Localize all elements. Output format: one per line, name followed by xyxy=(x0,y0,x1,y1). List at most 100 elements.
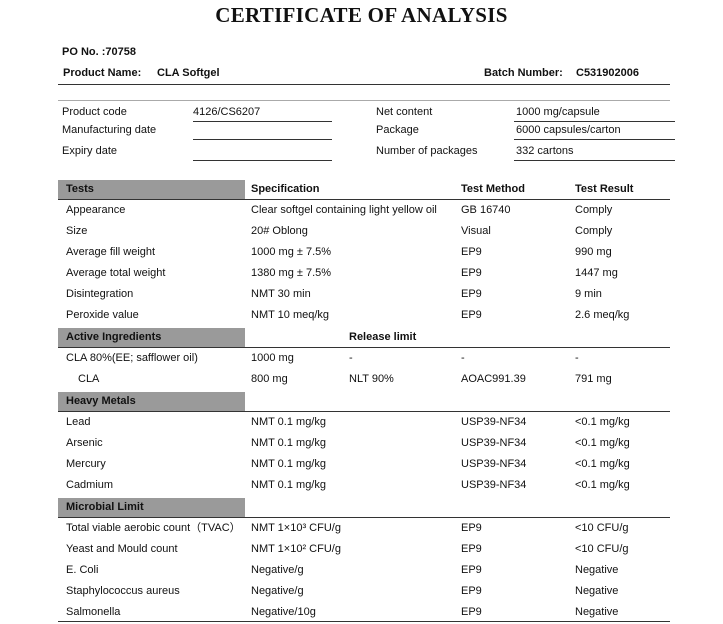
rule xyxy=(58,84,670,85)
cell: NLT 90% xyxy=(349,373,394,385)
cell: Visual xyxy=(461,225,491,237)
section-band xyxy=(58,180,245,199)
cell: USP39-NF34 xyxy=(461,479,527,491)
row-label: Peroxide value xyxy=(66,309,139,321)
cell: - xyxy=(349,352,353,364)
row-label: Average total weight xyxy=(66,267,166,279)
section-title: Heavy Metals xyxy=(66,395,136,407)
cell: Negative xyxy=(575,564,619,576)
cell: GB 16740 xyxy=(461,204,511,216)
row-label: E. Coli xyxy=(66,564,99,576)
row-label: Average fill weight xyxy=(66,246,156,258)
cell: Negative/10g xyxy=(251,606,316,618)
section-band xyxy=(58,498,245,517)
cell: NMT 0.1 mg/kg xyxy=(251,458,326,470)
cell: EP9 xyxy=(461,309,482,321)
column-header: Test Method xyxy=(461,183,525,195)
cell: 1380 mg ± 7.5% xyxy=(251,267,332,279)
cell: <10 CFU/g xyxy=(575,522,629,534)
section-band xyxy=(58,328,245,347)
cell: USP39-NF34 xyxy=(461,416,527,428)
cell: 800 mg xyxy=(251,373,288,385)
cell: NMT 1×10² CFU/g xyxy=(251,543,341,555)
title: CERTIFICATE OF ANALYSIS xyxy=(215,3,508,27)
underline xyxy=(514,121,675,122)
cell: EP9 xyxy=(461,606,482,618)
row-label: Appearance xyxy=(66,204,126,216)
cell: EP9 xyxy=(461,288,482,300)
po-number: PO No. :70758 xyxy=(62,46,136,58)
info-label: Manufacturing date xyxy=(62,124,157,136)
cell: Clear softgel containing light yellow oi… xyxy=(251,204,437,216)
info-label: Package xyxy=(376,124,419,136)
section-band xyxy=(58,392,245,411)
column-header: Specification xyxy=(251,183,320,195)
rule xyxy=(58,199,670,200)
rule xyxy=(58,517,670,518)
info-label: Product code xyxy=(62,106,127,118)
cell: <10 CFU/g xyxy=(575,543,629,555)
underline xyxy=(193,121,332,122)
cell: Comply xyxy=(575,204,613,216)
column-header: Release limit xyxy=(349,331,417,343)
cell: Negative xyxy=(575,606,619,618)
cell: USP39-NF34 xyxy=(461,437,527,449)
underline xyxy=(514,139,675,140)
product-name-label: Product Name: xyxy=(63,67,142,79)
cell: NMT 30 min xyxy=(251,288,311,300)
cell: <0.1 mg/kg xyxy=(575,416,630,428)
rule xyxy=(58,621,670,622)
underline xyxy=(193,160,332,161)
cell: 1447 mg xyxy=(575,267,618,279)
cell: NMT 0.1 mg/kg xyxy=(251,479,326,491)
row-label: Cadmium xyxy=(66,479,114,491)
section-title: Microbial Limit xyxy=(66,501,144,513)
batch-number: C531902006 xyxy=(576,67,640,79)
rule xyxy=(58,347,670,348)
cell: Negative xyxy=(575,585,619,597)
product-name: CLA Softgel xyxy=(157,67,220,79)
cell: 9 min xyxy=(575,288,602,300)
cell: Negative/g xyxy=(251,585,304,597)
info-value: 6000 capsules/carton xyxy=(516,124,621,136)
row-label: Staphylococcus aureus xyxy=(66,585,180,597)
row-label: Disintegration xyxy=(66,288,134,300)
cell: 1000 mg xyxy=(251,352,294,364)
cell: EP9 xyxy=(461,246,482,258)
rule xyxy=(58,411,670,412)
row-label: Arsenic xyxy=(66,437,103,449)
cell: EP9 xyxy=(461,564,482,576)
info-value: 1000 mg/capsule xyxy=(516,106,600,118)
underline xyxy=(514,160,675,161)
cell: 20# Oblong xyxy=(251,225,308,237)
row-label: CLA 80%(EE; safflower oil) xyxy=(66,352,198,364)
row-label: Size xyxy=(66,225,88,237)
cell: Negative/g xyxy=(251,564,304,576)
cell: <0.1 mg/kg xyxy=(575,437,630,449)
cell: NMT 0.1 mg/kg xyxy=(251,416,326,428)
row-label: Salmonella xyxy=(66,606,121,618)
row-label: Total viable aerobic count（TVAC） xyxy=(66,522,241,534)
info-value: 4126/CS6207 xyxy=(193,106,261,118)
batch-number-label: Batch Number: xyxy=(484,67,563,79)
cell: - xyxy=(575,352,579,364)
cell: Comply xyxy=(575,225,613,237)
row-label: Mercury xyxy=(66,458,106,470)
cell: 1000 mg ± 7.5% xyxy=(251,246,332,258)
info-label: Number of packages xyxy=(376,145,478,157)
section-title: Active Ingredients xyxy=(66,331,162,343)
cell: NMT 1×10³ CFU/g xyxy=(251,522,341,534)
section-title: Tests xyxy=(66,183,94,195)
row-label: Yeast and Mould count xyxy=(66,543,178,555)
info-label: Expiry date xyxy=(62,145,118,157)
info-value: 332 cartons xyxy=(516,145,574,157)
underline xyxy=(193,139,332,140)
cell: USP39-NF34 xyxy=(461,458,527,470)
cell: 791 mg xyxy=(575,373,612,385)
cell: EP9 xyxy=(461,522,482,534)
cell: NMT 10 meq/kg xyxy=(251,309,330,321)
cell: NMT 0.1 mg/kg xyxy=(251,437,326,449)
cell: <0.1 mg/kg xyxy=(575,458,630,470)
row-label: Lead xyxy=(66,416,91,428)
